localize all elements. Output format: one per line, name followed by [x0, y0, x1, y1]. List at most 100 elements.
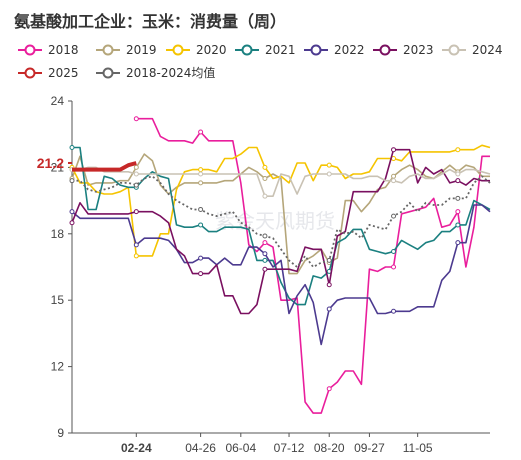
legend-swatch-marker: [102, 44, 114, 56]
data-point: [391, 147, 397, 153]
data-point: [391, 249, 397, 255]
legend-swatch-marker: [24, 67, 36, 79]
data-point: [262, 233, 268, 239]
data-point: [133, 182, 139, 188]
legend-swatch-marker: [379, 44, 391, 56]
data-point: [262, 193, 268, 199]
x-tick-label: 09-27: [354, 441, 385, 455]
data-point: [262, 164, 268, 170]
axes: 9 12 15 18 21 24 02-24 04-26 06-04 07-12 08-20 09-2…: [51, 94, 490, 455]
series-2025: [72, 161, 137, 172]
series-layer: [69, 116, 491, 414]
legend-item[interactable]: 2021: [235, 43, 296, 57]
series-2023: [69, 147, 490, 315]
data-point: [262, 240, 268, 246]
series-2018: [133, 116, 490, 414]
legend-label: 2018: [48, 43, 79, 57]
y-tick-label: 9: [57, 426, 64, 440]
legend-item[interactable]: 2018: [18, 43, 79, 57]
y-tick-label: 24: [51, 94, 65, 108]
current-value-label: 21.2: [37, 155, 64, 171]
x-tick-label: 07-12: [274, 441, 305, 455]
data-point: [326, 162, 332, 168]
data-point: [69, 209, 75, 215]
data-point: [262, 175, 268, 181]
series-2018-2024均值: [69, 175, 491, 268]
legend-label: 2020: [196, 43, 227, 57]
legend-swatch-marker: [102, 67, 114, 79]
data-point: [455, 171, 461, 177]
legend-item[interactable]: 2020: [166, 43, 227, 57]
series-line: [72, 161, 137, 172]
legend-swatch-marker: [172, 44, 184, 56]
data-point: [391, 264, 397, 270]
data-point: [198, 171, 204, 177]
legend: 2018 2019 2020 2021 2022 2023 2024 2025 2018-202…: [18, 43, 503, 80]
data-point: [133, 242, 139, 248]
legend-swatch-marker: [24, 44, 36, 56]
data-point: [133, 253, 139, 259]
data-point: [455, 178, 461, 184]
series-line: [72, 175, 491, 268]
y-tick-label: 18: [51, 227, 65, 241]
series-line: [71, 204, 491, 346]
legend-item[interactable]: 2018-2024均值: [96, 65, 215, 80]
data-point: [326, 171, 332, 177]
data-point: [198, 206, 204, 212]
data-point: [326, 386, 332, 392]
data-point: [455, 222, 461, 228]
data-point: [198, 271, 204, 277]
current-value-callout: 21.2: [37, 155, 72, 171]
data-point: [69, 144, 75, 150]
data-point: [326, 282, 332, 288]
legend-label: 2022: [334, 43, 365, 57]
data-point: [455, 209, 461, 215]
legend-label: 2021: [265, 43, 296, 57]
data-point: [262, 266, 268, 272]
data-point: [198, 222, 204, 228]
x-tick-label: 04-26: [185, 441, 216, 455]
data-point: [133, 164, 139, 170]
legend-label: 2023: [403, 43, 434, 57]
data-point: [262, 251, 268, 257]
series-line: [71, 148, 490, 315]
data-point: [198, 180, 204, 186]
legend-item[interactable]: 2022: [304, 43, 365, 57]
legend-swatch-marker: [310, 44, 322, 56]
data-point: [198, 167, 204, 173]
data-point: [133, 171, 139, 177]
series-line: [72, 166, 491, 197]
legend-label: 2024: [472, 43, 503, 57]
legend-item[interactable]: 2019: [96, 43, 157, 57]
data-point: [326, 257, 332, 263]
data-point: [391, 213, 397, 219]
legend-label: 2018-2024均值: [126, 65, 215, 80]
y-tick-label: 15: [51, 293, 65, 307]
y-tick-label: 21: [51, 160, 65, 174]
x-tick-label: 11-05: [403, 441, 433, 455]
data-point: [198, 129, 204, 135]
series-line: [71, 153, 490, 275]
data-point: [391, 178, 397, 184]
data-point: [455, 240, 461, 246]
legend-item[interactable]: 2023: [373, 43, 434, 57]
legend-swatch-marker: [448, 44, 460, 56]
series-2024: [69, 166, 491, 199]
data-point: [69, 178, 75, 184]
series-line: [136, 117, 490, 414]
x-tick-label: 02-24: [121, 441, 152, 455]
legend-item[interactable]: 2025: [18, 66, 79, 80]
data-point: [69, 220, 75, 226]
data-point: [455, 195, 461, 201]
series-2022: [69, 204, 491, 346]
legend-item[interactable]: 2024: [442, 43, 503, 57]
data-point: [198, 255, 204, 261]
data-point: [391, 173, 397, 179]
chart-title: 氨基酸加工企业：玉米：消费量（周）: [14, 12, 287, 31]
x-tick-label: 08-20: [314, 441, 345, 455]
data-point: [455, 147, 461, 153]
watermark: 紫金天风期货: [215, 209, 335, 233]
legend-label: 2025: [48, 66, 79, 80]
y-tick-label: 12: [51, 360, 65, 374]
